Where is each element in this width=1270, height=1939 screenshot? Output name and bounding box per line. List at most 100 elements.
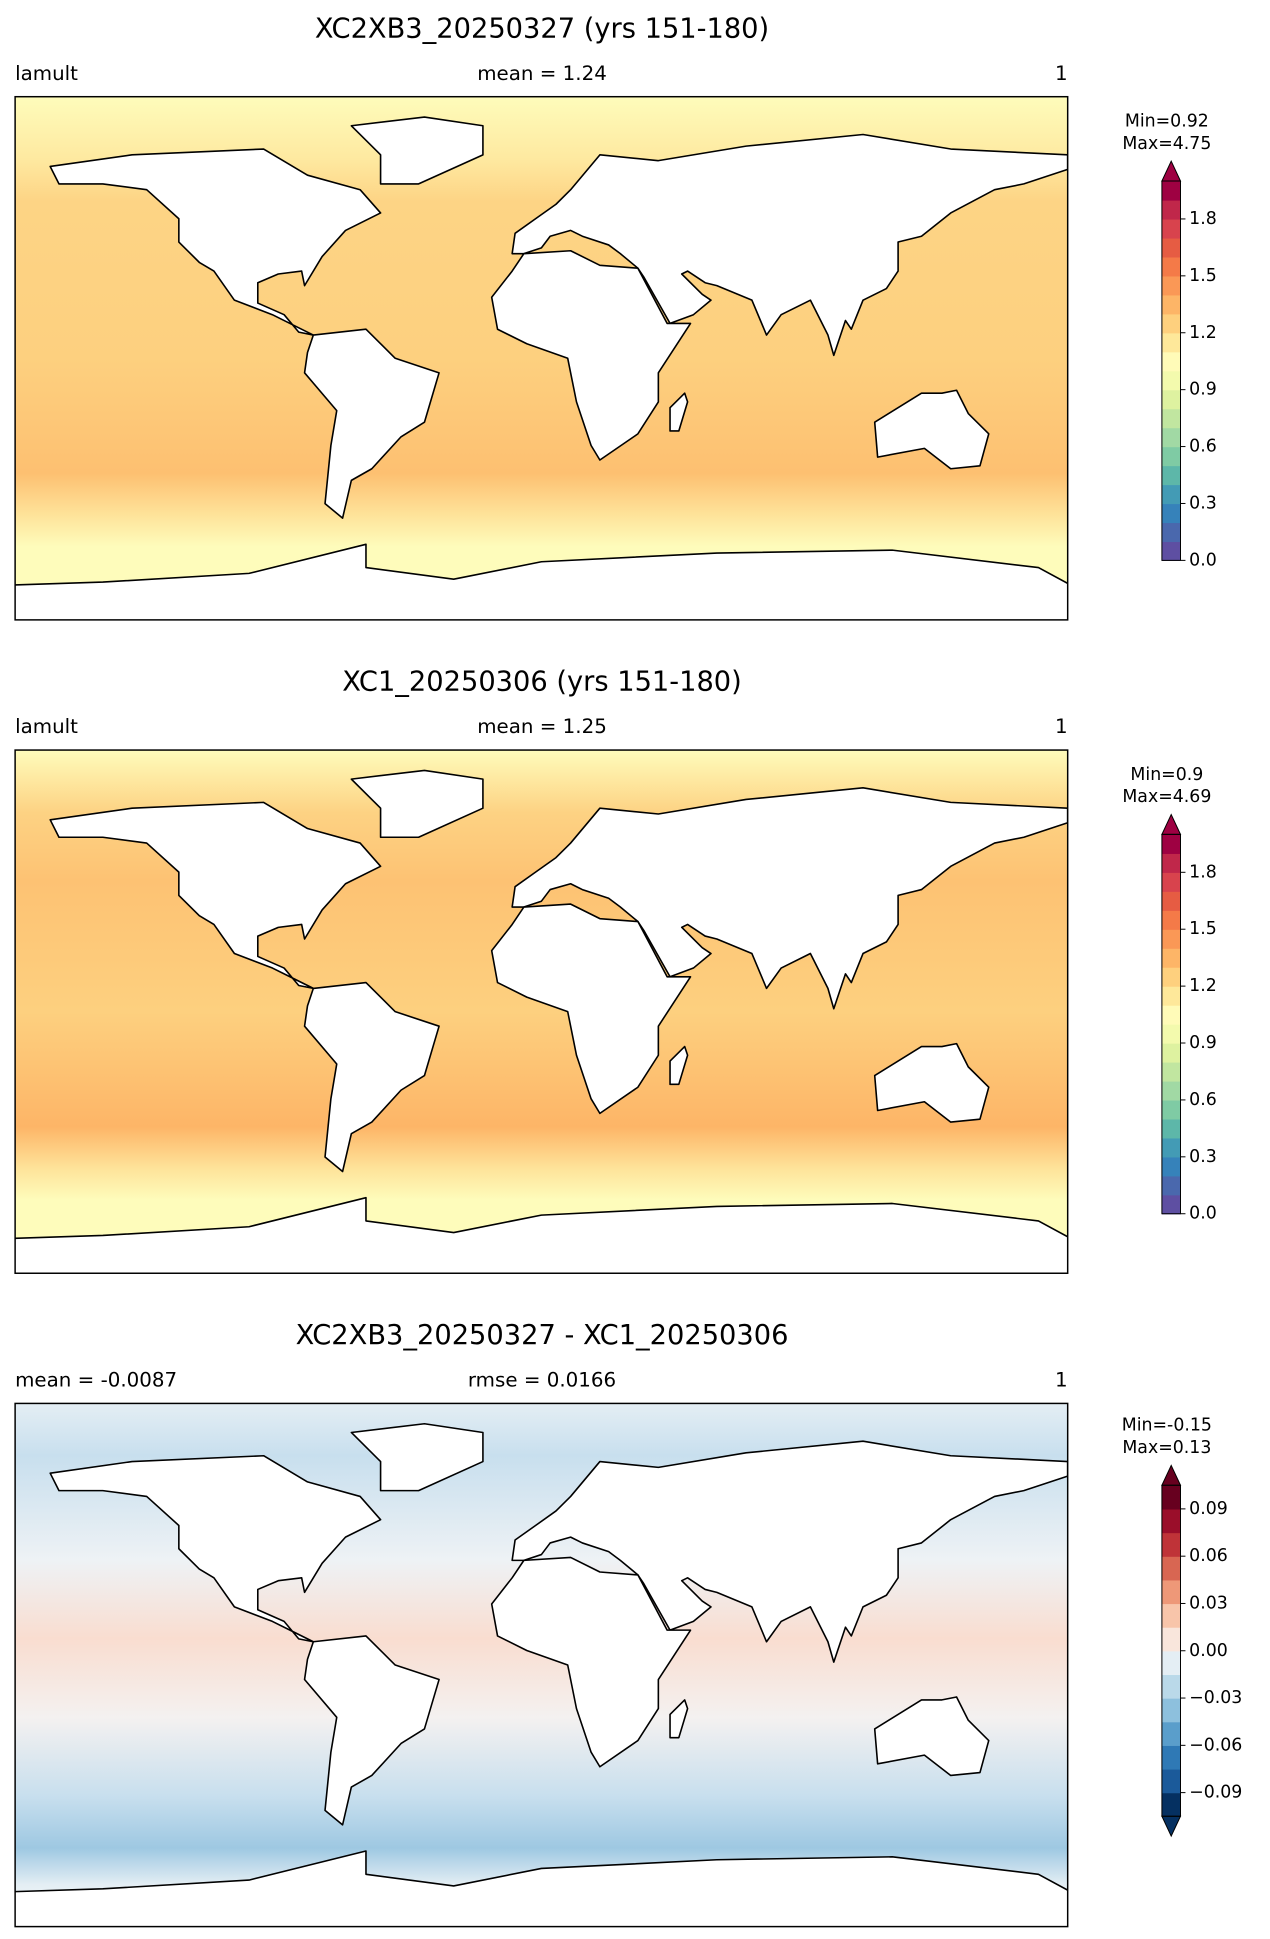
- right-label: 1: [1055, 1369, 1068, 1392]
- colorbar-tick-label: −0.03: [1189, 1688, 1242, 1708]
- colorbar-level: [1161, 910, 1181, 930]
- center-label: mean = 1.24: [477, 62, 607, 85]
- colorbar-level: [1161, 1627, 1181, 1652]
- colorbar-level: [1161, 1556, 1181, 1581]
- colorbar-level: [1161, 1099, 1181, 1120]
- right-label: 1: [1055, 62, 1068, 85]
- map: [15, 1403, 1070, 1929]
- right-label: 1: [1055, 715, 1068, 738]
- colorbar-level: [1161, 275, 1181, 296]
- colorbar-level: [1161, 834, 1181, 854]
- colorbar-tick-label: 0.9: [1189, 380, 1217, 400]
- colorbar-level: [1161, 1061, 1181, 1082]
- colorbar-level: [1161, 1674, 1181, 1699]
- colorbar-extend-max: [1161, 160, 1182, 182]
- colorbar-extend-max: [1161, 1464, 1182, 1486]
- colorbar-level: [1161, 1024, 1181, 1044]
- colorbar-level: [1161, 256, 1181, 277]
- colorbar-level: [1161, 427, 1181, 448]
- colorbar-level: [1161, 1137, 1181, 1158]
- colorbar-level: [1161, 408, 1181, 429]
- colorbar-tick-label: 1.5: [1189, 919, 1217, 939]
- colorbar-stat: Min=0.92: [1125, 111, 1209, 131]
- colorbar-level: [1161, 853, 1181, 873]
- colorbar-frame: [1161, 833, 1181, 1215]
- left-label: lamult: [15, 62, 78, 85]
- colorbar-level: [1161, 1721, 1181, 1746]
- colorbar-level: [1161, 891, 1181, 911]
- colorbar-level: [1161, 181, 1181, 201]
- colorbar-tick-label: 0.0: [1189, 1204, 1217, 1224]
- colorbar-extend-max: [1161, 813, 1182, 835]
- panel-title: XC2XB3_20250327 - XC1_20250306: [296, 1320, 789, 1351]
- colorbar-level: [1161, 1005, 1181, 1025]
- colorbar-tick-label: 1.5: [1189, 266, 1217, 286]
- colorbar-level: [1161, 465, 1181, 486]
- colorbar-level: [1161, 1532, 1181, 1557]
- colorbar-frame: [1161, 180, 1181, 561]
- colorbar-level: [1161, 1768, 1181, 1794]
- colorbar-level: [1161, 1194, 1181, 1215]
- colorbar-tick-label: 0.0: [1189, 550, 1217, 570]
- colorbar-stat: Min=0.9: [1130, 765, 1203, 785]
- colorbar-tick-label: 1.2: [1189, 976, 1217, 996]
- colorbar-level: [1161, 1508, 1181, 1534]
- map: [15, 96, 1070, 620]
- colorbar-level: [1161, 986, 1181, 1006]
- colorbar-level: [1161, 1485, 1181, 1510]
- colorbar-level: [1161, 370, 1181, 391]
- colorbar-tick-label: 0.9: [1189, 1033, 1217, 1053]
- colorbar-tick-label: 0.09: [1189, 1499, 1228, 1519]
- colorbar-level: [1161, 948, 1181, 968]
- colorbar-level: [1161, 967, 1181, 987]
- colorbar-level: [1161, 1745, 1181, 1770]
- map-frame: [14, 749, 1069, 1274]
- colorbar-tick-label: 1.8: [1189, 862, 1217, 882]
- colorbar-level: [1161, 872, 1181, 892]
- colorbar-stat: Min=-0.15: [1122, 1416, 1212, 1436]
- colorbar-level: [1161, 522, 1181, 543]
- center-label: mean = 1.25: [477, 715, 607, 738]
- colorbar-extend-min: [1161, 1815, 1182, 1838]
- colorbar-level: [1161, 1175, 1181, 1196]
- colorbar-level: [1161, 389, 1181, 410]
- center-label: rmse = 0.0166: [468, 1369, 616, 1392]
- left-label: lamult: [15, 715, 78, 738]
- colorbar-tick-label: 0.06: [1189, 1546, 1228, 1566]
- panel-title: XC2XB3_20250327 (yrs 151-180): [315, 13, 769, 44]
- colorbar-level: [1161, 237, 1181, 258]
- panel-title: XC1_20250306 (yrs 151-180): [342, 667, 742, 698]
- colorbar-tick-label: 1.8: [1189, 209, 1217, 229]
- colorbar-level: [1161, 332, 1181, 353]
- colorbar-level: [1161, 503, 1181, 524]
- colorbar-tick-label: 0.6: [1189, 437, 1217, 457]
- colorbar-level: [1161, 446, 1181, 467]
- colorbar-stat: Max=0.13: [1122, 1438, 1211, 1458]
- colorbar-stat: Max=4.75: [1122, 134, 1211, 154]
- colorbar-level: [1161, 199, 1181, 220]
- colorbar-level: [1161, 218, 1181, 239]
- colorbar-level: [1161, 351, 1181, 372]
- colorbar-level: [1161, 1156, 1181, 1177]
- colorbar-level: [1161, 1579, 1181, 1605]
- colorbar-level: [1161, 1698, 1181, 1723]
- colorbar-level: [1161, 294, 1181, 315]
- colorbar-level: [1161, 484, 1181, 505]
- colorbar-tick-label: −0.06: [1189, 1735, 1242, 1755]
- colorbar-level: [1161, 1080, 1181, 1101]
- left-label: mean = -0.0087: [15, 1369, 177, 1392]
- map-frame: [14, 1402, 1069, 1928]
- colorbar-level: [1161, 1650, 1181, 1676]
- colorbar-level: [1161, 541, 1181, 561]
- colorbar-level: [1161, 929, 1181, 949]
- colorbar-level: [1161, 1118, 1181, 1139]
- colorbar-level: [1161, 1792, 1181, 1817]
- colorbar-level: [1161, 313, 1181, 334]
- colorbar-tick-label: 0.6: [1189, 1090, 1217, 1110]
- colorbar-tick-label: 0.00: [1189, 1641, 1228, 1661]
- colorbar-tick-label: 1.2: [1189, 323, 1217, 343]
- colorbar-tick-label: 0.03: [1189, 1593, 1228, 1613]
- colorbar-tick-label: 0.3: [1189, 493, 1217, 513]
- colorbar-tick-label: −0.09: [1189, 1783, 1242, 1803]
